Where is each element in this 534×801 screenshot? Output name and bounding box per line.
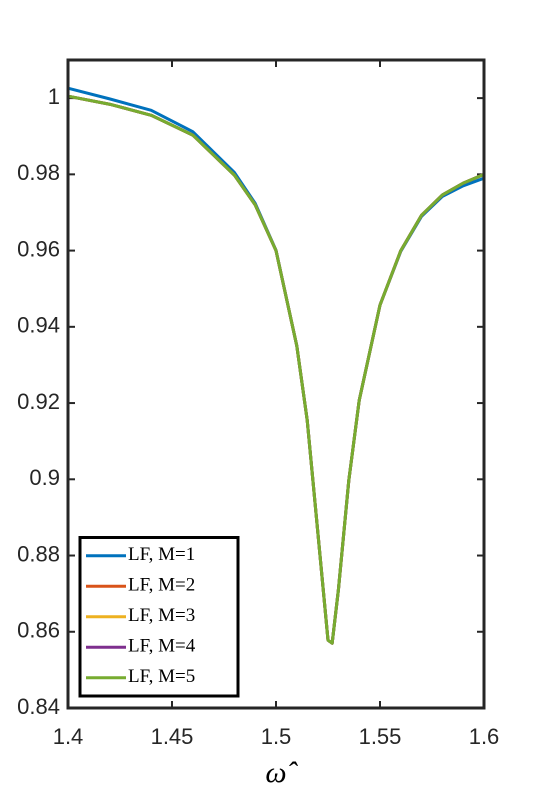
series-line [67,94,485,645]
y-tick-label: 1 [48,84,60,109]
y-tick-label: 0.88 [17,541,60,566]
legend-label: LF, M=3 [128,605,195,626]
y-tick-label: 0.98 [17,160,60,185]
y-tick-label: 0.96 [17,236,60,261]
plot-frame [66,58,486,710]
legend-label: LF, M=4 [128,636,196,657]
legend: LF, M=1 LF, M=2 LF, M=3 LF, M=4 LF, M=5 [78,536,240,698]
x-tick-label: 1.6 [469,724,500,749]
y-tick-label: 0.9 [29,465,60,490]
legend-label: LF, M=1 [128,544,195,565]
x-tick-label: 1.55 [359,724,402,749]
x-tick-label: 1.4 [53,724,84,749]
y-tick-label: 0.92 [17,389,60,414]
x-axis-label: ω̂ [265,756,298,789]
legend-label: LF, M=5 [128,666,195,687]
x-tick-label: 1.45 [151,724,194,749]
y-tick-label: 0.86 [17,618,60,643]
y-tick-label: 0.84 [17,694,60,719]
x-tick-label: 1.5 [261,724,292,749]
y-tick-label: 0.94 [17,313,60,338]
legend-label: LF, M=2 [128,575,195,596]
